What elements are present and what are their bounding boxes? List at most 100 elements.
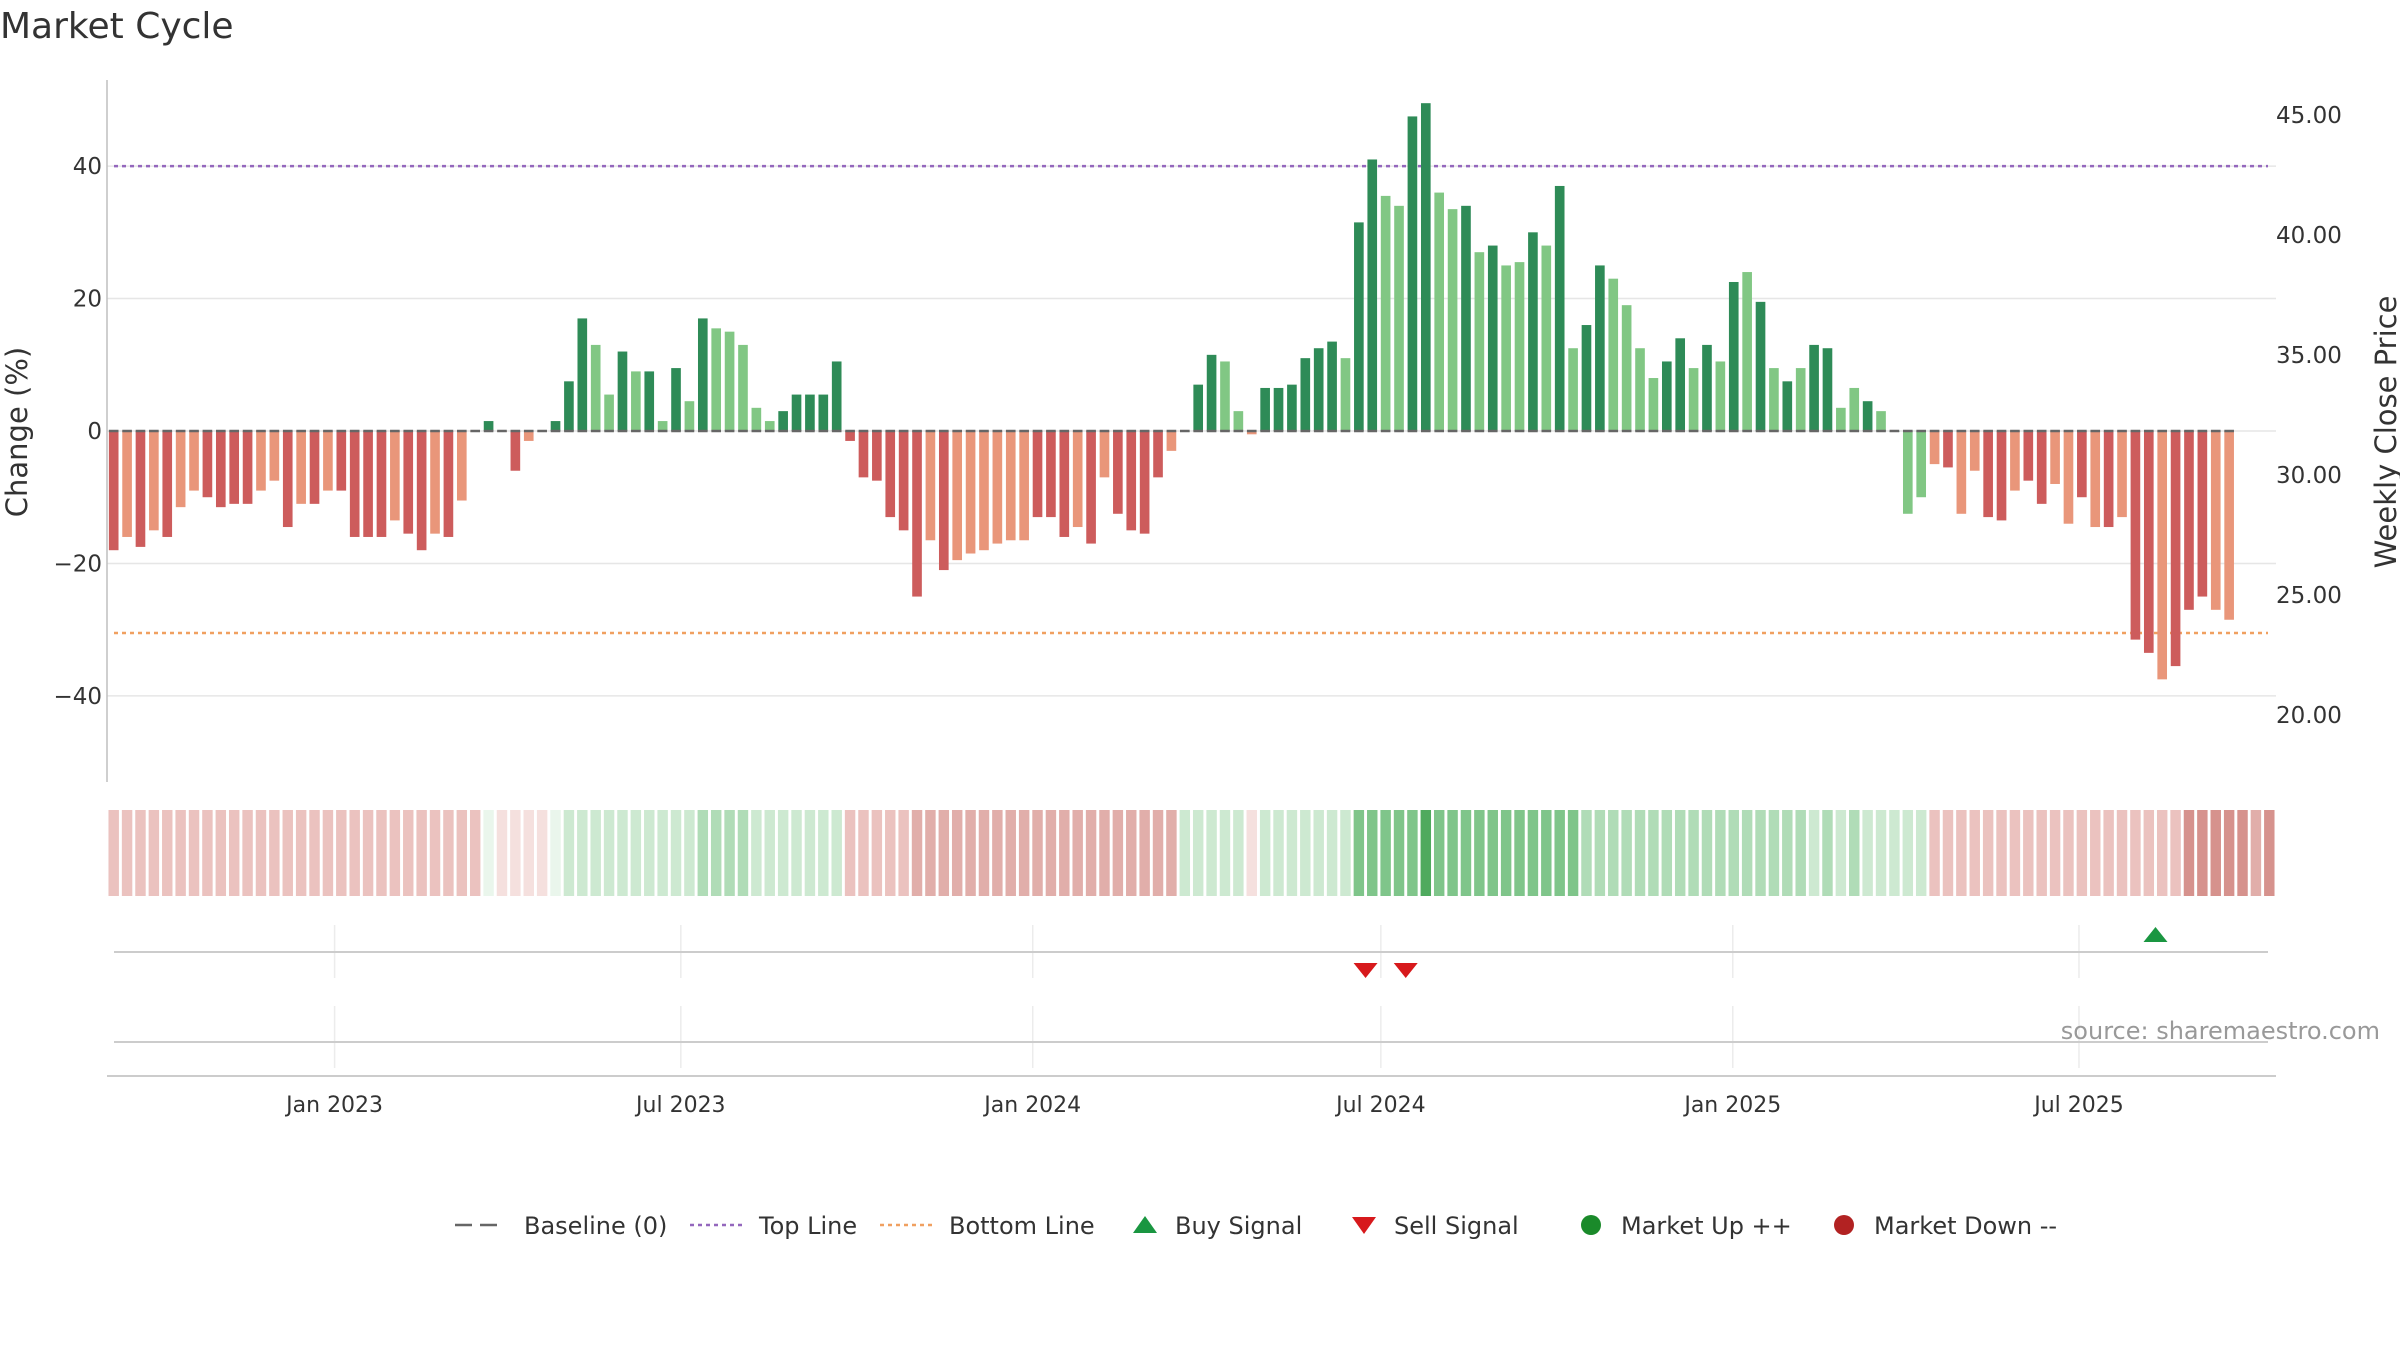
heat-cell xyxy=(1795,810,1806,896)
change-bar xyxy=(1461,205,1471,431)
heat-cell xyxy=(1085,810,1097,896)
heat-cell xyxy=(670,810,682,896)
x-tick-label: Jul 2024 xyxy=(1334,1093,1426,1118)
change-bar xyxy=(617,351,628,431)
change-bar xyxy=(872,431,882,481)
heat-cell xyxy=(349,810,360,896)
change-bar xyxy=(1046,431,1056,518)
heat-cell xyxy=(804,810,816,896)
heat-cell xyxy=(898,810,909,896)
change-bar xyxy=(443,431,454,537)
heat-cell xyxy=(1059,810,1070,896)
heat-cell xyxy=(1621,810,1632,896)
heat-cell xyxy=(2103,810,2114,896)
change-bar xyxy=(791,394,802,431)
heat-cell xyxy=(1286,810,1298,896)
heat-cell xyxy=(577,810,588,896)
heat-cell xyxy=(1246,810,1257,896)
change-bar xyxy=(1166,431,1177,451)
change-bar xyxy=(1019,431,1029,541)
change-bar xyxy=(135,431,146,547)
change-bar xyxy=(684,401,695,431)
heat-cell xyxy=(1996,810,2007,896)
heat-cell xyxy=(1313,810,1324,896)
heat-cell xyxy=(483,810,494,896)
legend-label: Market Up ++ xyxy=(1621,1212,1792,1240)
change-bar xyxy=(1113,431,1123,514)
signal-markers xyxy=(1353,927,2168,978)
change-bar xyxy=(1420,103,1431,431)
change-bar xyxy=(2157,431,2168,680)
change-bar xyxy=(1822,348,1833,431)
heat-cell xyxy=(590,810,601,896)
change-bar xyxy=(1568,348,1578,431)
change-bar xyxy=(202,431,213,498)
heat-cell xyxy=(1527,810,1539,896)
legend-item-baseline: Baseline (0) xyxy=(455,1212,667,1240)
heat-cell xyxy=(657,810,668,896)
change-bar xyxy=(523,431,534,441)
legend: Baseline (0) Top Line Bottom Line Buy Signa… xyxy=(455,1212,2057,1240)
heat-cell xyxy=(429,810,441,896)
change-bar xyxy=(1514,262,1525,431)
change-bar xyxy=(1809,344,1819,431)
change-bar xyxy=(108,431,119,551)
event-panel: source: sharemaestro.com xyxy=(107,1006,2380,1077)
change-bar xyxy=(631,371,641,431)
heat-cell xyxy=(2170,810,2181,896)
heat-cell xyxy=(1032,810,1043,896)
change-bar xyxy=(671,368,681,431)
change-bar xyxy=(1354,222,1364,431)
heat-cell xyxy=(2237,810,2248,896)
change-bar xyxy=(1447,209,1458,431)
heat-cell xyxy=(1768,810,1780,896)
heat-cell xyxy=(1179,810,1191,896)
change-bar xyxy=(1648,378,1659,431)
heat-cell xyxy=(1420,810,1432,896)
heat-cell xyxy=(764,810,775,896)
heat-cell xyxy=(2223,810,2235,896)
heat-cell xyxy=(2116,810,2128,896)
x-tick-label: Jan 2024 xyxy=(982,1093,1081,1118)
change-bar xyxy=(2103,431,2114,528)
heat-cell xyxy=(1099,810,1110,896)
heat-cell xyxy=(1541,810,1552,896)
change-bar xyxy=(912,431,922,597)
change-bar xyxy=(979,431,989,551)
heat-cell xyxy=(456,810,468,896)
change-bar xyxy=(577,318,588,431)
change-bar xyxy=(2063,431,2074,524)
heat-cell xyxy=(1915,810,1927,896)
legend-label: Sell Signal xyxy=(1394,1212,1519,1240)
change-bar xyxy=(1407,116,1418,431)
change-bar xyxy=(1260,387,1270,431)
heat-cell xyxy=(242,810,253,896)
change-bar xyxy=(1702,344,1712,431)
heat-cell xyxy=(1688,810,1699,896)
change-bar xyxy=(309,431,320,504)
change-bar xyxy=(162,431,173,537)
heat-cell xyxy=(965,810,976,896)
change-bar xyxy=(242,431,253,504)
left-tick-label: −20 xyxy=(53,551,102,577)
heat-cell xyxy=(1956,810,1967,896)
change-bar xyxy=(604,394,614,431)
heat-cell xyxy=(1045,810,1057,896)
change-bar xyxy=(831,361,842,431)
x-tick-label: Jan 2023 xyxy=(284,1093,383,1118)
heat-cell xyxy=(376,810,387,896)
heat-cell xyxy=(911,810,923,896)
change-bar xyxy=(1327,341,1337,431)
change-bar xyxy=(1394,205,1404,431)
change-bar xyxy=(269,431,280,481)
heat-cell xyxy=(389,810,401,896)
heat-cell xyxy=(818,810,829,896)
change-bar xyxy=(416,431,427,551)
heat-cell xyxy=(269,810,280,896)
right-tick-label: 30.00 xyxy=(2276,463,2342,489)
source-label: source: sharemaestro.com xyxy=(2061,1017,2380,1045)
heat-cell xyxy=(148,810,160,896)
main-panel: 40 20 0 −20 −40 45.00 40.00 35.00 30.00 25.00 20.… xyxy=(0,80,2400,782)
change-bar xyxy=(256,431,266,491)
heat-cell xyxy=(644,810,655,896)
